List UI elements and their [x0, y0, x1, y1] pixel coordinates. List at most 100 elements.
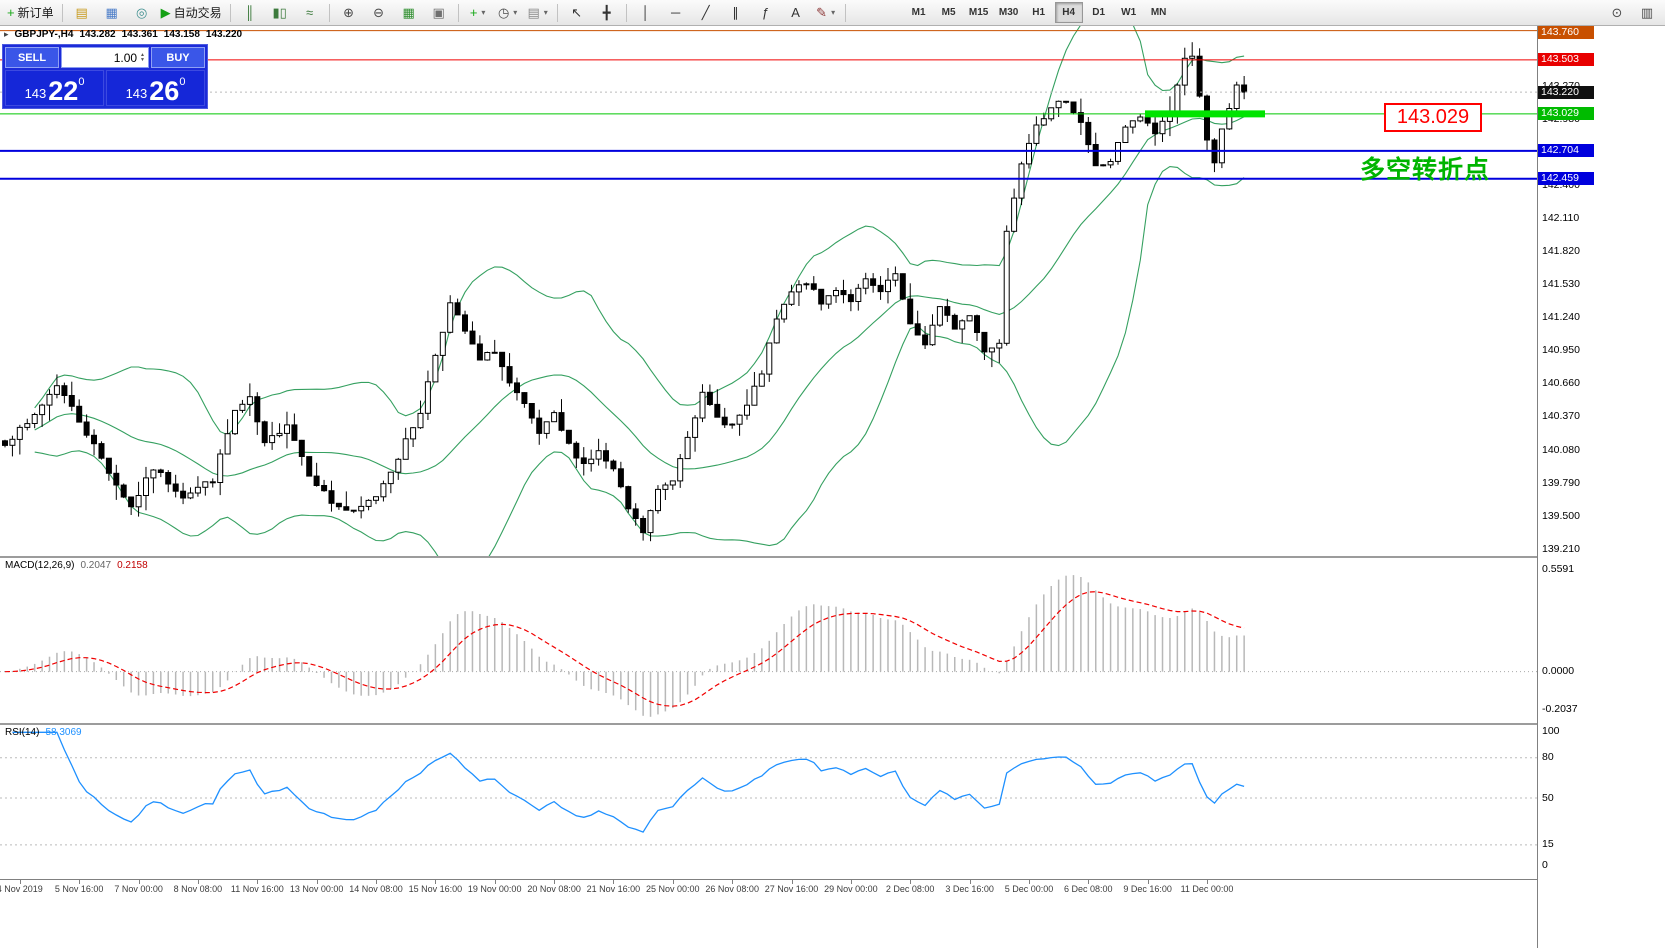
templates-button[interactable]: ▤ ▾ — [524, 3, 552, 23]
tile-windows-icon[interactable]: ▦ — [395, 3, 423, 23]
time-tick — [554, 880, 556, 884]
macd-panel[interactable] — [0, 558, 1537, 723]
new-chart-icon[interactable]: ▥ — [1640, 4, 1654, 20]
profiles-icon-glyph: ▤ — [75, 5, 88, 20]
dropdown-arrow-icon: ▾ — [543, 8, 548, 17]
zoom-out-icon[interactable]: ⊖ — [365, 3, 393, 23]
timeframe-d1[interactable]: D1 — [1092, 7, 1106, 18]
price-badge: 143.220 — [1538, 85, 1594, 99]
price-scale[interactable]: 143.270142.980142.690142.400142.110141.8… — [1537, 26, 1665, 948]
price-tick-label: 141.820 — [1542, 245, 1580, 258]
autotrading-button[interactable]: ▶ 自动交易 — [158, 3, 225, 23]
price-tick-label: 139.210 — [1542, 542, 1580, 555]
time-axis-label: 2 Dec 08:00 — [885, 884, 935, 894]
toolbar-separator — [844, 3, 846, 22]
rsi-scale-label: 100 — [1542, 724, 1560, 737]
timeframe-m1[interactable]: M1 — [911, 7, 926, 18]
macd-scale-label: 0.5591 — [1542, 562, 1575, 575]
dropdown-arrow-icon: ▾ — [481, 8, 486, 17]
time-tick — [494, 880, 496, 884]
bar-chart-type-icon[interactable]: ║ — [236, 3, 264, 23]
time-axis-label: 7 Nov 00:00 — [114, 884, 163, 894]
rsi-panel[interactable] — [0, 725, 1537, 878]
channel-tool-icon[interactable]: ∥ — [722, 3, 750, 23]
timeframe-h4[interactable]: H4 — [1054, 2, 1083, 23]
time-axis-label: 11 Nov 16:00 — [230, 884, 284, 894]
macd-main-value: 0.2047 — [80, 560, 112, 571]
price-badge: 142.459 — [1538, 172, 1594, 186]
macd-signal-value: 0.2158 — [117, 560, 148, 571]
volume-spinner[interactable]: ▲ ▼ — [140, 51, 145, 63]
new-order-button[interactable]: + 新订单 — [4, 3, 57, 23]
fibonacci-tool-icon[interactable]: ƒ — [752, 3, 780, 23]
zoom-in-icon[interactable]: ⊕ — [335, 3, 363, 23]
market-watch-icon-glyph: ▦ — [105, 5, 118, 20]
price-tick-label: 139.500 — [1542, 509, 1580, 522]
time-axis-label: 5 Dec 00:00 — [1004, 884, 1054, 894]
periods-button[interactable]: ◷ ▾ — [494, 3, 522, 23]
candlestick-chart[interactable] — [0, 26, 1537, 556]
time-tick — [672, 880, 674, 884]
line-chart-type-icon[interactable]: ≈ — [296, 3, 324, 23]
ask-superscript: 0 — [179, 76, 186, 88]
horizontal-line-tool-icon-glyph: ─ — [671, 5, 681, 20]
timeframe-m30[interactable]: M30 — [998, 7, 1019, 18]
toolbar-separator — [328, 3, 330, 22]
trendline-tool-icon[interactable]: ╱ — [692, 3, 720, 23]
profiles-icon[interactable]: ▤ — [68, 3, 96, 23]
market-watch-icon[interactable]: ▦ — [98, 3, 126, 23]
macd-name: MACD(12,26,9) — [5, 560, 75, 571]
rsi-line — [12, 731, 1245, 833]
arrows-tool-icon[interactable]: ✎ ▾ — [812, 3, 840, 23]
time-tick — [138, 880, 140, 884]
crosshair-tool-icon[interactable]: ╋ — [593, 3, 621, 23]
timeframe-h1[interactable]: H1 — [1032, 7, 1046, 18]
time-axis-label: 8 Nov 08:00 — [173, 884, 223, 894]
text-tool-icon[interactable]: A — [782, 3, 810, 23]
toolbar-separator — [61, 3, 63, 22]
ask-price[interactable]: 143 26 0 — [106, 70, 205, 106]
bid-price[interactable]: 143 22 0 — [5, 70, 104, 106]
main-chart-area: ▸ GBPJPY-,H4 143.282 143.361 143.158 143… — [0, 26, 1537, 556]
search-icon[interactable]: ⊙ — [1611, 4, 1623, 20]
macd-panel-divider[interactable] — [0, 556, 1665, 558]
time-tick — [1029, 880, 1030, 884]
price-badge: 142.704 — [1538, 144, 1594, 158]
volume-up-icon[interactable]: ▲ — [140, 51, 145, 58]
cursor-tool-icon[interactable]: ↖ — [563, 3, 591, 23]
time-tick — [1207, 880, 1208, 884]
indicators-button[interactable]: + ▾ — [464, 3, 492, 23]
navigator-icon[interactable]: ◎ — [128, 3, 156, 23]
time-tick — [1088, 880, 1090, 884]
new-order-icon: + — [7, 5, 15, 20]
toolbar-separator — [625, 3, 627, 22]
vertical-line-tool-icon[interactable]: │ — [632, 3, 660, 23]
time-axis[interactable]: 4 Nov 2019 5 Nov 16:00 7 Nov 00:00 8 Nov 08… — [0, 879, 1537, 900]
horizontal-line-tool-icon[interactable]: ─ — [662, 3, 690, 23]
rsi-panel-divider[interactable] — [0, 723, 1665, 725]
price-badge: 143.029 — [1538, 107, 1594, 121]
timeframe-mn[interactable]: MN — [1150, 7, 1167, 18]
macd-scale-label: -0.2037 — [1542, 702, 1578, 715]
price-level-callout: 143.029 — [1384, 103, 1482, 132]
new-order-button-label: 新订单 — [17, 6, 54, 20]
rsi-label: RSI(14) 58.3069 — [5, 727, 82, 738]
buy-button[interactable]: BUY — [151, 47, 205, 68]
timeframe-m15[interactable]: M15 — [968, 7, 989, 18]
bar-chart-type-icon-glyph: ║ — [245, 5, 255, 20]
time-axis-label: 25 Nov 00:00 — [646, 884, 700, 894]
timeframe-m5[interactable]: M5 — [941, 7, 956, 18]
volume-down-icon[interactable]: ▼ — [140, 56, 145, 63]
dropdown-arrow-icon: ▾ — [513, 8, 518, 17]
candlestick-type-icon[interactable]: ▮▯ — [266, 3, 294, 23]
cascade-windows-icon[interactable]: ▣ — [425, 3, 453, 23]
rsi-scale-label: 50 — [1542, 791, 1554, 804]
zoom-out-icon-glyph: ⊖ — [373, 5, 385, 20]
bid-prefix: 143 — [24, 86, 47, 101]
volume-input[interactable]: 1.00 ▲ ▼ — [61, 47, 149, 68]
price-tick-label: 139.790 — [1542, 476, 1580, 489]
time-axis-label: 19 Nov 00:00 — [467, 884, 522, 894]
sell-button[interactable]: SELL — [5, 47, 59, 68]
timeframe-w1[interactable]: W1 — [1121, 7, 1137, 18]
time-axis-label: 29 Nov 00:00 — [824, 884, 878, 894]
